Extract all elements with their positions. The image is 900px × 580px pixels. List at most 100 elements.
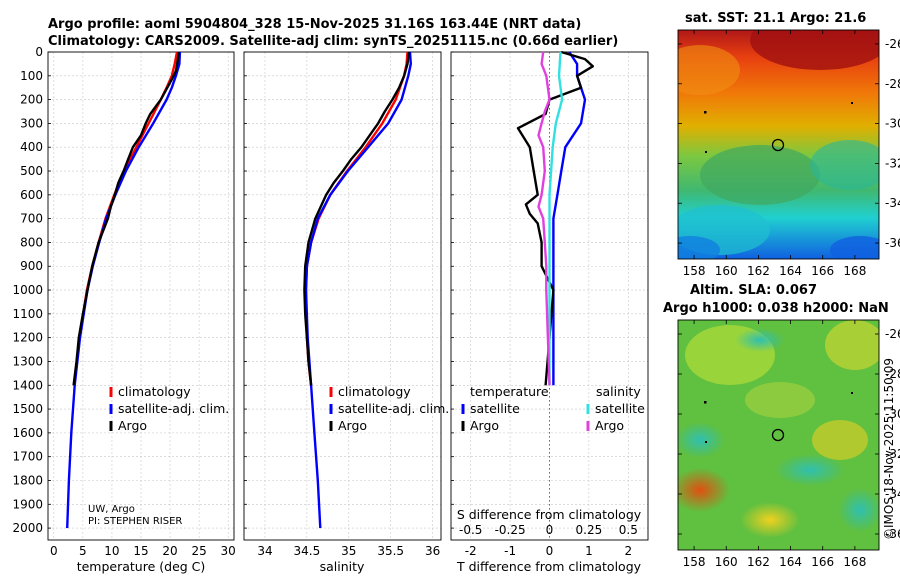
map-lat-tick-label: -30 [885, 117, 900, 131]
map-lon-tick-label: 162 [747, 555, 770, 569]
depth-tick-label: 700 [20, 212, 43, 226]
diff-legend-temperature: temperature [470, 384, 549, 399]
legend-satellite-label: satellite-adj. clim. [118, 401, 229, 416]
map-lon-tick-label: 168 [843, 264, 866, 278]
map-lat-tick-label: -32 [885, 156, 900, 170]
series-t-argo [516, 50, 594, 386]
map-lat-tick-label: -26 [885, 37, 900, 51]
t-diff-x-label: T difference from climatology [456, 559, 642, 574]
temperature-panel: 0100200300400500600700800900100011001200… [12, 45, 235, 574]
series-s-argo [537, 51, 551, 386]
map-lat-tick-label: -34 [885, 487, 900, 501]
temperature-x-tick-label: 25 [191, 544, 206, 558]
sst-float-marker [771, 138, 785, 152]
map-lon-tick-label: 158 [683, 264, 706, 278]
difference-x-tick-label: -2 [465, 544, 477, 558]
temperature-x-tick-label: 15 [133, 544, 148, 558]
depth-tick-label: 1300 [12, 354, 43, 368]
depth-tick-label: 1700 [12, 450, 43, 464]
map-lon-tick-label: 160 [715, 264, 738, 278]
difference-x-tick-label: 1 [585, 544, 593, 558]
s-diff-tick-label: -0.5 [459, 523, 482, 537]
sla-map: -26 -28 -30 -32 -34 -36 158 160 162 164 166 168 [677, 319, 900, 569]
map-lat-tick-label: -30 [885, 407, 900, 421]
map-lat-tick-label: -28 [885, 367, 900, 381]
map-lat-tick-label: -36 [885, 527, 900, 541]
s-diff-tick-label: 0 [546, 523, 554, 537]
salinity-x-tick-label: 34 [257, 544, 272, 558]
sla-float-marker [771, 428, 785, 442]
difference-x-tick-label: 2 [624, 544, 632, 558]
map-lon-tick-label: 160 [715, 555, 738, 569]
difference-legend: temperature salinity satellite Argo sate… [461, 384, 645, 433]
salinity-x-tick-label: 35 [341, 544, 356, 558]
difference-x-tick-label: -1 [504, 544, 516, 558]
map-lon-tick-label: 158 [683, 555, 706, 569]
map-lat-tick-label: -28 [885, 77, 900, 91]
depth-tick-label: 1900 [12, 497, 43, 511]
temperature-x-tick-label: 20 [162, 544, 177, 558]
map-lat-tick-label: -26 [885, 327, 900, 341]
depth-tick-label: 1600 [12, 426, 43, 440]
series-argo [72, 51, 180, 386]
legend-satellite-label-s: satellite-adj. clim. [338, 401, 449, 416]
depth-tick-label: 1200 [12, 331, 43, 345]
depth-tick-label: 1800 [12, 473, 43, 487]
temperature-legend: climatology satellite-adj. clim. Argo [109, 384, 229, 433]
temperature-x-tick-label: 5 [79, 544, 87, 558]
depth-tick-label: 600 [20, 188, 43, 202]
depth-tick-label: 800 [20, 235, 43, 249]
legend-climatology-label-s: climatology [338, 384, 411, 399]
map-lon-tick-label: 168 [843, 555, 866, 569]
legend-argo-label: Argo [118, 418, 147, 433]
sst-map: -26 -28 -30 -32 -34 -36 158 160 162 164 166 168 [677, 29, 900, 278]
salinity-x-tick-label: 35.5 [377, 544, 404, 558]
difference-panel: -2 -1 0 1 2 -0.5 -0.25 0 0.25 0.5S difference fro… [450, 50, 649, 574]
sla-map-title2: Argo h1000: 0.038 h2000: NaN [663, 301, 889, 316]
depth-tick-label: 1400 [12, 378, 43, 392]
diff-legend-salinity: salinity [596, 384, 641, 399]
depth-tick-label: 1500 [12, 402, 43, 416]
sla-map-title1: Altim. SLA: 0.067 [690, 283, 817, 298]
temperature-x-tick-label: 10 [104, 544, 119, 558]
map-lon-tick-label: 164 [779, 264, 802, 278]
legend-climatology-label: climatology [118, 384, 191, 399]
map-lon-tick-label: 162 [747, 264, 770, 278]
s-diff-tick-label: -0.25 [495, 523, 526, 537]
figure-title-line1: Argo profile: aoml 5904804_328 15-Nov-20… [48, 17, 581, 32]
depth-tick-label: 1000 [12, 283, 43, 297]
depth-tick-label: 900 [20, 259, 43, 273]
s-diff-x-label: S difference from climatology [457, 507, 642, 522]
credit-line1: UW, Argo [88, 504, 135, 515]
diff-legend-s-argo: Argo [595, 418, 624, 433]
depth-tick-label: 2000 [12, 521, 43, 535]
temperature-x-tick-label: 0 [50, 544, 58, 558]
s-diff-tick-label: 0.5 [619, 523, 638, 537]
salinity-legend: climatology satellite-adj. clim. Argo [329, 384, 449, 433]
diff-legend-s-satellite: satellite [595, 401, 645, 416]
depth-tick-label: 200 [20, 93, 43, 107]
temperature-axes-frame [47, 51, 235, 541]
salinity-x-label: salinity [320, 559, 365, 574]
salinity-panel: 34 34.5 35 35.5 36 salinity [243, 51, 442, 574]
credit-line2: PI: STEPHEN RISER [88, 516, 182, 527]
series-s-satellite [548, 51, 564, 386]
depth-tick-label: 400 [20, 140, 43, 154]
series-argo [303, 51, 411, 386]
figure-title-line2: Climatology: CARS2009. Satellite-adj cli… [48, 34, 618, 49]
s-diff-tick-label: 0.25 [576, 523, 603, 537]
map-lat-tick-label: -34 [885, 196, 900, 210]
map-lon-tick-label: 164 [779, 555, 802, 569]
map-lon-tick-label: 166 [811, 264, 834, 278]
depth-tick-label: 1100 [12, 307, 43, 321]
depth-tick-label: 0 [35, 45, 43, 59]
depth-tick-label: 300 [20, 116, 43, 130]
depth-tick-label: 100 [20, 69, 43, 83]
map-lon-tick-label: 166 [811, 555, 834, 569]
temperature-x-label: temperature (deg C) [77, 559, 206, 574]
series-satellite-adj-clim- [304, 51, 412, 529]
salinity-axes-frame [243, 51, 442, 541]
timestamp-stamp: ©IMOS 18-Nov-2025 11:50:09 [882, 358, 896, 540]
map-lat-tick-label: -32 [885, 447, 900, 461]
